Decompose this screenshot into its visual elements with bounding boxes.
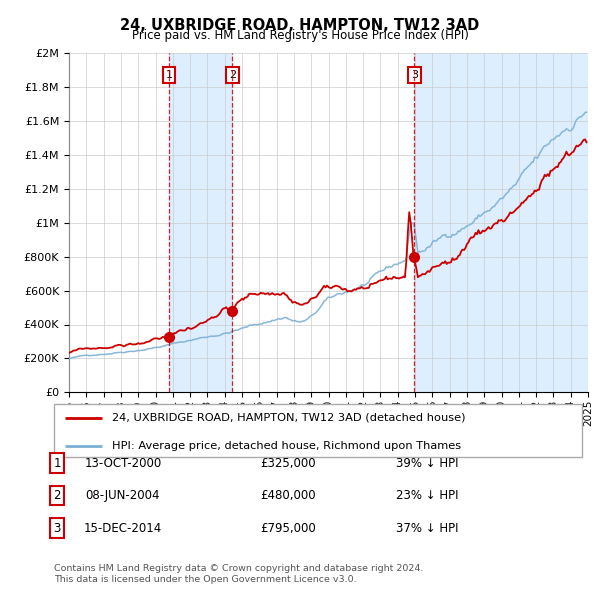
Text: 3: 3: [411, 70, 418, 80]
Text: 08-JUN-2004: 08-JUN-2004: [86, 489, 160, 502]
Bar: [414, 53, 588, 392]
Text: 1: 1: [53, 457, 61, 470]
Text: £325,000: £325,000: [260, 457, 316, 470]
Text: This data is licensed under the Open Government Licence v3.0.: This data is licensed under the Open Gov…: [54, 575, 356, 584]
Text: 2: 2: [229, 70, 236, 80]
Text: 2: 2: [53, 489, 61, 502]
Text: Price paid vs. HM Land Registry's House Price Index (HPI): Price paid vs. HM Land Registry's House …: [131, 30, 469, 42]
Text: 1: 1: [166, 70, 173, 80]
Text: HPI: Average price, detached house, Richmond upon Thames: HPI: Average price, detached house, Rich…: [112, 441, 461, 451]
Text: 13-OCT-2000: 13-OCT-2000: [85, 457, 161, 470]
Text: 24, UXBRIDGE ROAD, HAMPTON, TW12 3AD (detached house): 24, UXBRIDGE ROAD, HAMPTON, TW12 3AD (de…: [112, 413, 466, 423]
Bar: [169, 53, 232, 392]
Text: Contains HM Land Registry data © Crown copyright and database right 2024.: Contains HM Land Registry data © Crown c…: [54, 565, 424, 573]
Text: 37% ↓ HPI: 37% ↓ HPI: [396, 522, 458, 535]
Text: 39% ↓ HPI: 39% ↓ HPI: [396, 457, 458, 470]
Text: £480,000: £480,000: [260, 489, 316, 502]
Text: 24, UXBRIDGE ROAD, HAMPTON, TW12 3AD: 24, UXBRIDGE ROAD, HAMPTON, TW12 3AD: [121, 18, 479, 32]
Text: £795,000: £795,000: [260, 522, 316, 535]
Text: 15-DEC-2014: 15-DEC-2014: [84, 522, 162, 535]
Text: 3: 3: [53, 522, 61, 535]
Text: 23% ↓ HPI: 23% ↓ HPI: [396, 489, 458, 502]
FancyBboxPatch shape: [54, 404, 582, 457]
